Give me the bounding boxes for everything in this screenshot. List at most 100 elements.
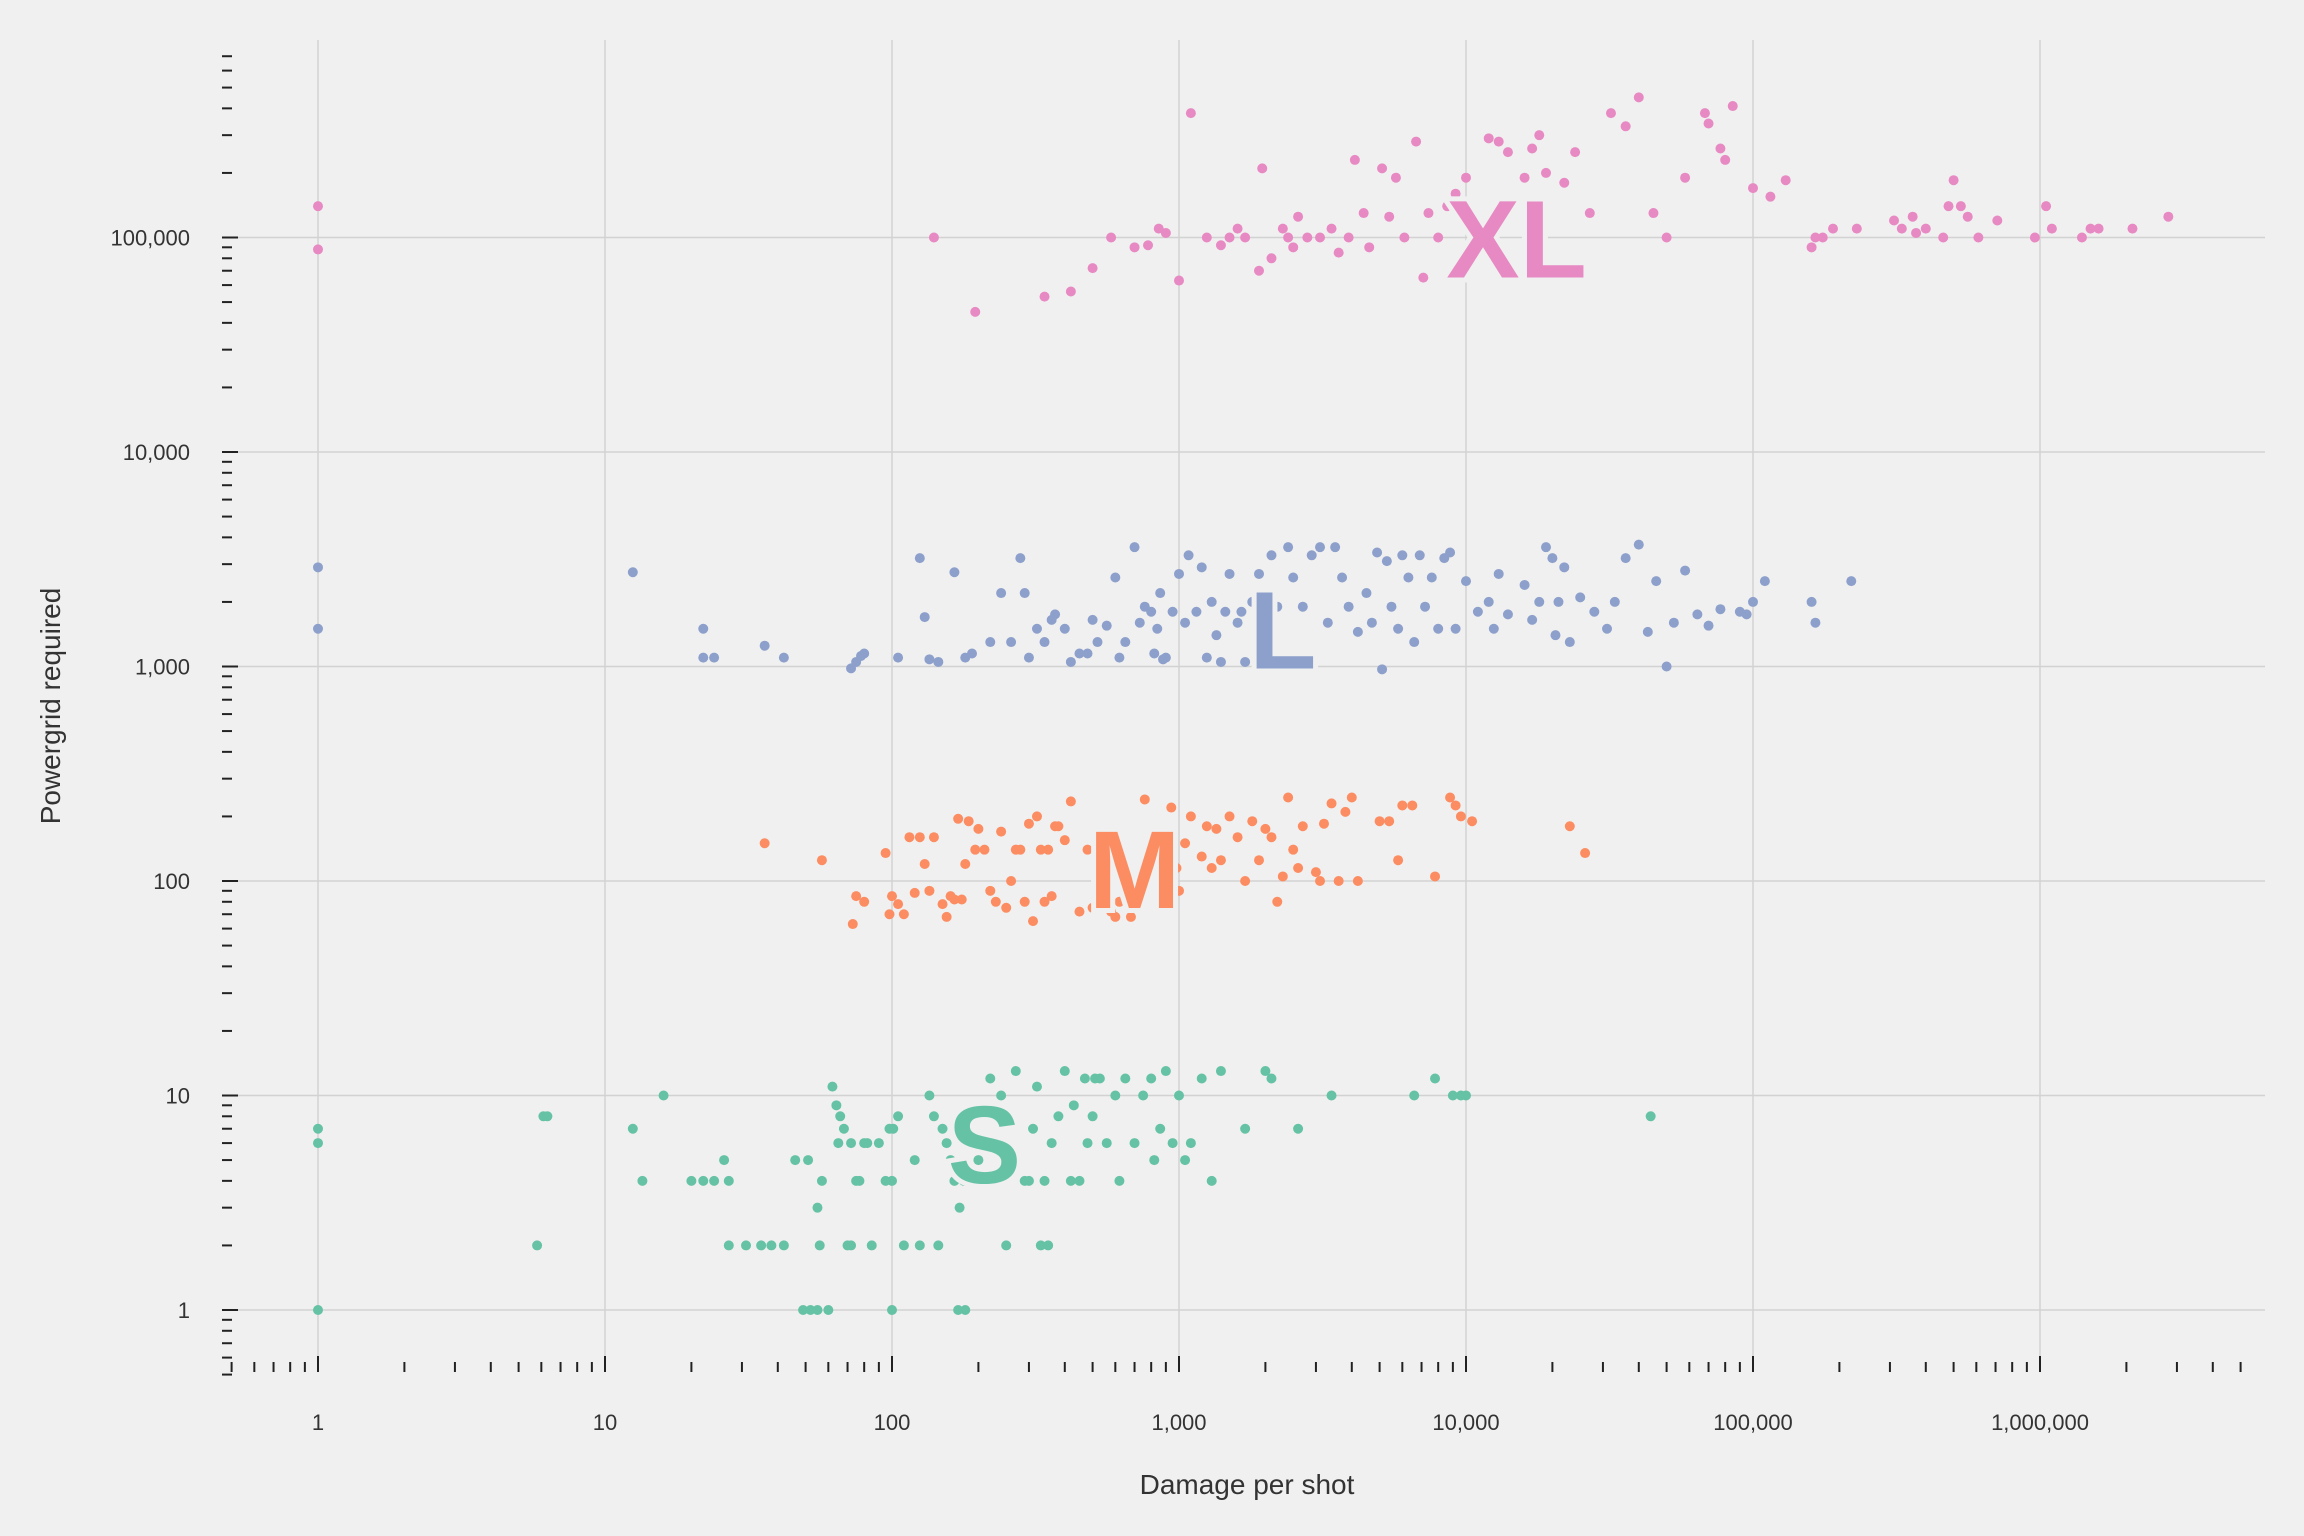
data-point xyxy=(1337,572,1348,583)
data-point xyxy=(973,1155,984,1166)
series-XL xyxy=(313,92,2174,317)
data-point xyxy=(1973,232,1984,243)
data-point xyxy=(898,1240,909,1251)
data-point xyxy=(2029,232,2040,243)
data-point xyxy=(954,1202,965,1213)
data-point xyxy=(1240,1123,1251,1134)
data-point xyxy=(914,553,925,564)
data-point xyxy=(1418,272,1429,283)
data-point xyxy=(1992,215,2003,226)
y-axis-tick-labels: 1 10 100 1,000 10,000 100,000 xyxy=(110,226,190,1324)
data-point xyxy=(1196,562,1207,573)
data-point xyxy=(1346,792,1357,803)
data-point xyxy=(1648,208,1659,219)
data-point xyxy=(1277,223,1288,234)
data-point xyxy=(1110,911,1121,922)
data-point xyxy=(1680,172,1691,183)
data-point xyxy=(1023,818,1034,829)
data-point xyxy=(851,891,862,902)
data-point xyxy=(1564,821,1575,832)
data-point xyxy=(1699,108,1710,119)
data-point xyxy=(1059,1066,1070,1077)
data-point xyxy=(1114,896,1125,907)
data-point xyxy=(1493,136,1504,147)
data-point xyxy=(1426,572,1437,583)
data-point xyxy=(835,1111,846,1122)
data-point xyxy=(1039,1175,1050,1186)
data-point xyxy=(313,1138,323,1149)
data-point xyxy=(1092,867,1103,878)
data-point xyxy=(1185,1138,1196,1149)
data-point xyxy=(1806,242,1817,253)
data-point xyxy=(1099,876,1110,886)
data-point xyxy=(1467,816,1478,827)
data-point xyxy=(1358,208,1369,219)
data-point xyxy=(1326,1090,1337,1101)
data-point xyxy=(996,1090,1007,1101)
data-point xyxy=(1201,821,1212,832)
data-point xyxy=(627,1123,638,1134)
data-point xyxy=(970,306,981,317)
data-point xyxy=(1220,606,1231,617)
series-M xyxy=(759,792,1591,930)
data-point xyxy=(1019,588,1030,599)
data-point xyxy=(698,623,709,634)
y-tick-label: 10,000 xyxy=(123,440,190,465)
class-label-M: M xyxy=(1089,809,1181,932)
data-point xyxy=(1450,188,1461,199)
x-tick-label: 100,000 xyxy=(1713,1410,1793,1435)
data-point xyxy=(1120,1073,1131,1084)
data-point xyxy=(814,1240,825,1251)
data-point xyxy=(1114,1175,1125,1186)
data-point xyxy=(1272,601,1283,612)
data-point xyxy=(1386,601,1397,612)
data-point xyxy=(1149,648,1160,659)
class-labels: S ML XL xyxy=(943,174,1592,1213)
data-point xyxy=(1455,811,1466,822)
class-label-S: S xyxy=(948,1084,1021,1207)
data-point xyxy=(1206,596,1217,607)
data-point xyxy=(1306,550,1317,561)
data-point xyxy=(990,896,1001,907)
data-point xyxy=(1633,92,1644,103)
data-point xyxy=(1409,637,1420,648)
x-tick-label: 10,000 xyxy=(1432,1410,1499,1435)
data-point xyxy=(1955,201,1966,212)
data-point xyxy=(1087,1111,1098,1122)
data-point xyxy=(637,1175,648,1186)
data-point xyxy=(1065,286,1076,297)
data-point xyxy=(542,1111,553,1122)
data-point xyxy=(778,652,789,663)
data-point xyxy=(1224,568,1235,579)
data-point xyxy=(1171,862,1182,873)
data-point xyxy=(1605,108,1616,119)
data-point xyxy=(1065,796,1076,807)
data-point xyxy=(1828,223,1839,234)
data-point xyxy=(1174,275,1184,286)
data-point xyxy=(709,652,720,663)
data-point xyxy=(1110,1090,1121,1101)
y-axis-title: Powergrid required xyxy=(35,588,66,825)
data-point xyxy=(790,1155,801,1166)
data-point xyxy=(1006,637,1017,648)
data-point xyxy=(1810,617,1821,628)
data-point xyxy=(970,844,981,855)
data-point xyxy=(846,1138,857,1149)
data-point xyxy=(1547,553,1558,564)
data-point xyxy=(1366,617,1377,628)
y-tick-label: 100,000 xyxy=(110,226,190,251)
data-point xyxy=(893,652,904,663)
data-point xyxy=(1134,617,1145,628)
data-point xyxy=(924,654,935,665)
data-point xyxy=(1318,818,1329,829)
data-point xyxy=(805,1305,816,1315)
data-point xyxy=(1575,592,1586,603)
data-point xyxy=(1254,568,1265,579)
data-point xyxy=(1065,1175,1076,1186)
data-point xyxy=(1129,242,1140,253)
data-point xyxy=(1364,242,1375,253)
data-point xyxy=(880,848,891,859)
data-point xyxy=(1015,844,1026,855)
data-point xyxy=(1001,1240,1012,1251)
data-point xyxy=(313,244,323,255)
